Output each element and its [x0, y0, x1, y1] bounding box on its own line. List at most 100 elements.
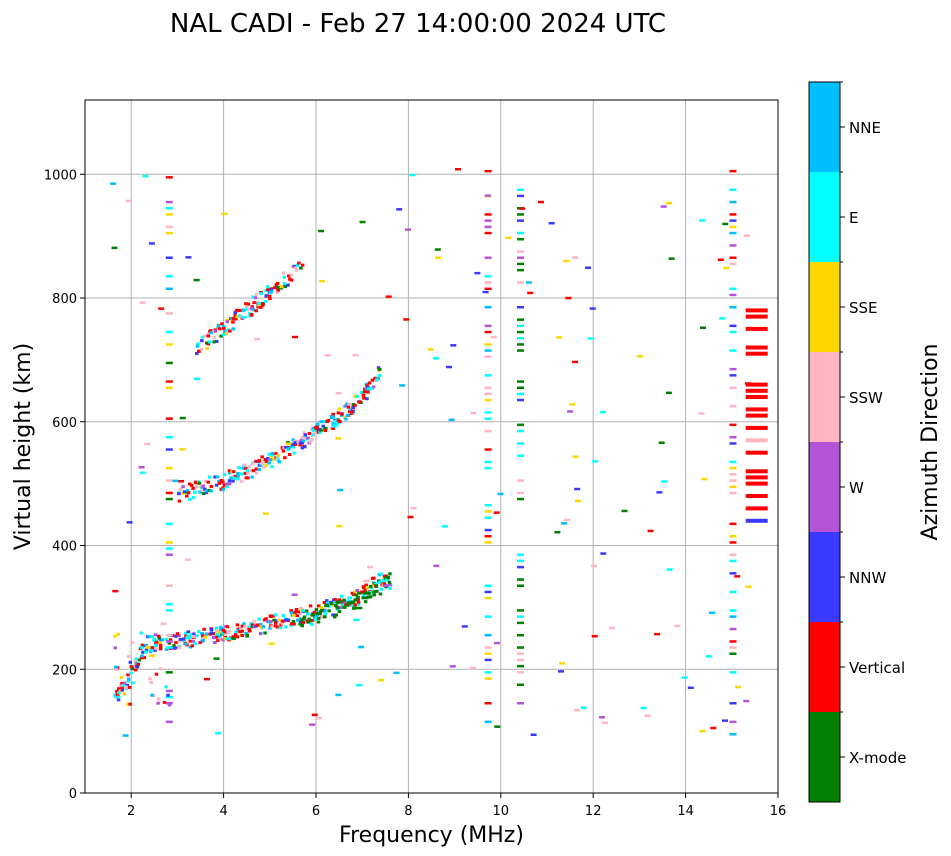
- echo-cell: [271, 453, 275, 457]
- echo-cell: [554, 531, 561, 534]
- echo-cell: [303, 437, 308, 441]
- echo-cell: [188, 482, 192, 486]
- echo-cell: [729, 609, 737, 612]
- echo-cell: [362, 586, 366, 590]
- echo-cell: [517, 330, 524, 334]
- echo-cell: [517, 479, 524, 482]
- echo-cell: [198, 490, 202, 494]
- echo-cell: [227, 469, 232, 473]
- echo-cell: [145, 645, 149, 649]
- echo-cell: [283, 285, 287, 288]
- echo-cell: [326, 419, 331, 422]
- echo-cell: [729, 293, 737, 297]
- echo-cell: [117, 687, 121, 691]
- echo-cell: [165, 491, 173, 495]
- echo-cell: [366, 385, 370, 389]
- echo-cell: [178, 637, 183, 641]
- echo-cell: [372, 576, 376, 580]
- echo-cell: [172, 479, 179, 483]
- echo-cell: [745, 450, 768, 455]
- echo-cell: [306, 612, 310, 616]
- echo-cell: [165, 213, 173, 216]
- echo-cell: [333, 598, 337, 601]
- echo-cell: [227, 479, 232, 483]
- echo-cell: [385, 578, 389, 582]
- echo-cell: [517, 219, 524, 222]
- echo-cell: [122, 734, 129, 737]
- echo-cell: [221, 628, 226, 632]
- echo-cell: [517, 671, 524, 674]
- echo-cell: [282, 282, 287, 286]
- echo-cell: [222, 325, 226, 329]
- echo-cell: [364, 583, 368, 587]
- echo-cell: [484, 510, 492, 513]
- echo-cell: [144, 648, 149, 652]
- echo-cell: [304, 609, 309, 613]
- echo-cell: [729, 473, 737, 476]
- echo-cell: [129, 671, 133, 675]
- echo-cell: [291, 445, 296, 449]
- echo-cell: [300, 624, 304, 628]
- echo-cell: [337, 598, 342, 602]
- echo-cell: [484, 460, 492, 464]
- echo-cell: [357, 591, 361, 595]
- echo-cell: [729, 733, 737, 736]
- echo-cell: [484, 349, 492, 352]
- echo-cell: [292, 264, 296, 268]
- echo-cell: [484, 411, 492, 414]
- echo-cell: [113, 694, 118, 698]
- echo-cell: [191, 635, 196, 639]
- echo-cell: [165, 417, 173, 420]
- echo-cell: [517, 578, 524, 581]
- echo-cell: [324, 354, 331, 357]
- echo-cell: [212, 335, 217, 339]
- echo-cell: [729, 479, 737, 482]
- echo-cell: [177, 492, 181, 496]
- echo-cell: [203, 677, 210, 681]
- echo-cell: [213, 329, 218, 333]
- echo-cell: [307, 432, 312, 435]
- echo-cell: [222, 327, 226, 330]
- echo-cell: [188, 639, 192, 643]
- echo-cell: [310, 622, 314, 626]
- echo-cell: [190, 632, 194, 636]
- echo-cell: [217, 479, 221, 483]
- echo-cell: [722, 719, 728, 722]
- echo-cell: [203, 479, 208, 483]
- echo-cell: [139, 471, 146, 474]
- echo-cell: [293, 266, 298, 270]
- echo-cell: [214, 483, 219, 487]
- echo-cell: [159, 667, 163, 671]
- echo-cell: [517, 238, 524, 241]
- echo-cell: [405, 228, 411, 231]
- echo-cell: [517, 652, 524, 655]
- echo-cell: [158, 643, 163, 647]
- echo-cell: [116, 695, 121, 699]
- echo-cell: [349, 601, 353, 605]
- echo-cell: [290, 622, 294, 626]
- echo-cell: [211, 632, 216, 635]
- echo-cell: [337, 407, 341, 411]
- echo-cell: [131, 681, 135, 685]
- echo-cell: [745, 345, 768, 350]
- echo-cell: [262, 465, 266, 469]
- echo-cell: [347, 409, 352, 413]
- echo-cell: [301, 439, 306, 443]
- echo-cell: [247, 625, 251, 629]
- echo-cell: [344, 404, 348, 408]
- echo-cell: [240, 480, 244, 483]
- echo-cell: [270, 465, 274, 469]
- echo-cell: [236, 472, 240, 475]
- y-tick-label: 200: [52, 663, 77, 678]
- echo-cell: [745, 425, 768, 430]
- echo-cell: [359, 591, 364, 595]
- echo-cell: [367, 591, 371, 595]
- echo-cell: [729, 423, 737, 427]
- echo-cell: [165, 343, 173, 346]
- echo-cell: [206, 480, 211, 484]
- echo-cell: [572, 256, 579, 259]
- echo-cell: [209, 331, 213, 335]
- echo-cell: [331, 412, 335, 416]
- echo-cell: [316, 620, 321, 624]
- echo-cell: [128, 685, 132, 689]
